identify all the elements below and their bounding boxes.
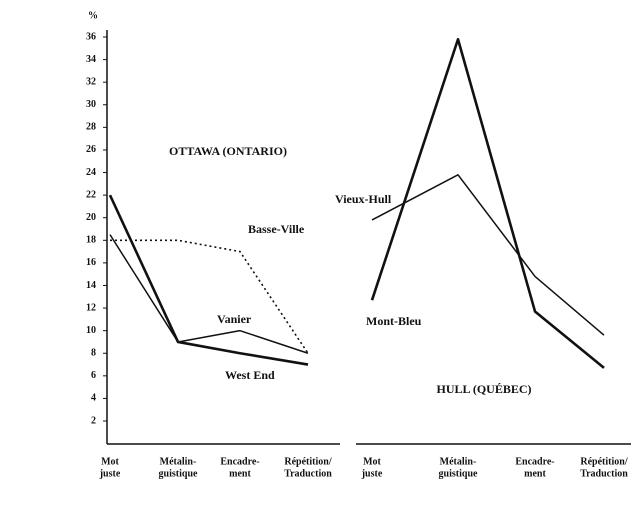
line [109,234,309,354]
series-label: Mont-Bleu [366,314,422,328]
chart-title: HULL (QUÉBEC) [436,382,531,396]
x-tick-label: juste [99,468,121,479]
series-label: Vanier [217,312,252,326]
series-label: West End [225,368,275,382]
x-tick-label: Mot [363,456,381,467]
y-tick-label: 26 [86,144,96,155]
y-tick-label: 6 [91,370,96,381]
y-tick-label: 34 [86,54,96,65]
y-tick-label: 4 [91,393,96,404]
series-label: Vieux-Hull [335,192,392,206]
y-tick-label: 16 [86,257,96,268]
x-tick-label: juste [361,468,383,479]
series-label: Basse-Ville [248,222,305,236]
y-tick-label: 32 [86,76,96,87]
x-tick-label: guistique [159,468,198,479]
line [371,174,605,336]
y-tick-label: 30 [86,99,96,110]
x-tick-label: Traduction [284,468,332,479]
x-tick-label: Encadre- [220,456,259,467]
y-tick-label: 2 [91,415,96,426]
x-tick-label: Métalin- [160,456,197,467]
y-tick-label: 28 [86,122,96,133]
x-tick-label: Traduction [580,468,628,479]
y-tick-label: 22 [86,189,96,200]
x-tick-label: Encadre- [515,456,554,467]
x-tick-label: Mot [101,456,119,467]
y-tick-label: 24 [86,167,96,178]
x-tick-label: ment [524,468,546,479]
line [108,194,309,366]
y-tick-label: 18 [86,235,96,246]
y-tick-label: 20 [86,212,96,223]
line [370,37,605,369]
y-axis-label: % [88,10,98,21]
x-tick-label: Métalin- [440,456,477,467]
x-tick-label: Répétition/ [580,456,627,467]
x-tick-label: ment [229,468,251,479]
y-tick-label: 10 [86,325,96,336]
y-tick-label: 12 [86,302,96,313]
x-tick-label: guistique [439,468,478,479]
y-tick-label: 8 [91,348,96,359]
chart-title: OTTAWA (ONTARIO) [169,144,287,158]
x-tick-label: Répétition/ [284,456,331,467]
y-tick-label: 14 [86,280,96,291]
y-tick-label: 36 [86,31,96,42]
